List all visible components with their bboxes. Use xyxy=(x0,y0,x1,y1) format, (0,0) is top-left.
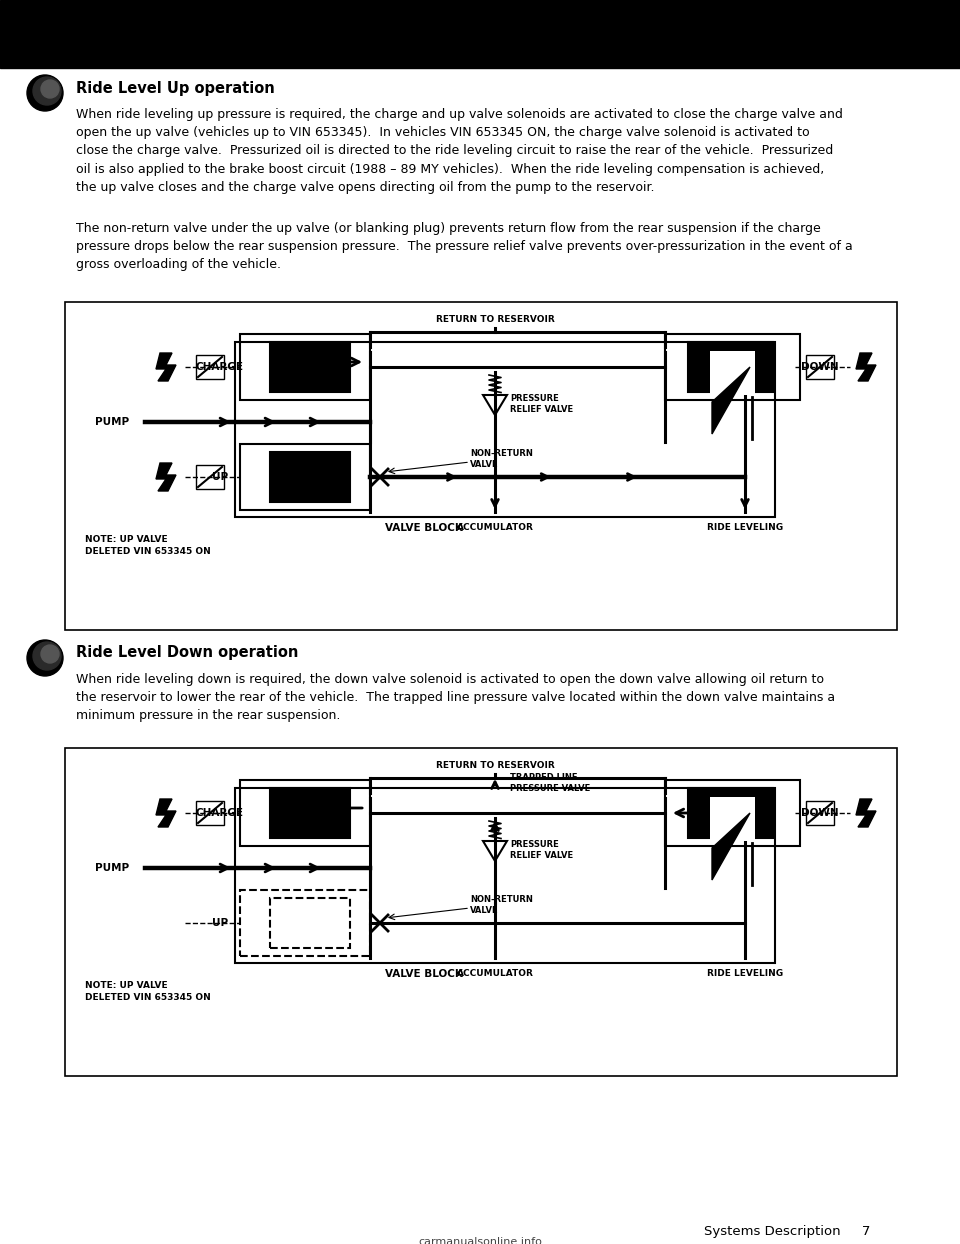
Bar xyxy=(65,748,897,1076)
Text: RIDE LEVELING: RIDE LEVELING xyxy=(707,969,783,978)
Text: VALVE BLOCK: VALVE BLOCK xyxy=(385,522,463,532)
Polygon shape xyxy=(156,463,176,491)
Bar xyxy=(665,780,800,846)
Bar xyxy=(240,889,370,955)
Bar xyxy=(688,787,773,838)
Bar xyxy=(710,797,755,841)
Text: When ride leveling down is required, the down valve solenoid is activated to ope: When ride leveling down is required, the… xyxy=(76,673,835,723)
Text: Systems Description     7: Systems Description 7 xyxy=(704,1225,870,1239)
Polygon shape xyxy=(856,353,876,381)
Bar xyxy=(196,801,224,825)
Text: ACCUMULATOR: ACCUMULATOR xyxy=(457,522,534,532)
Text: NOTE: UP VALVE
DELETED VIN 653345 ON: NOTE: UP VALVE DELETED VIN 653345 ON xyxy=(85,982,211,1001)
Text: NON-RETURN
VALVE: NON-RETURN VALVE xyxy=(470,894,533,916)
Text: DOWN: DOWN xyxy=(802,809,839,819)
Text: FOCUS: FOCUS xyxy=(911,14,935,19)
Bar xyxy=(710,351,755,396)
Text: RETURN TO RESERVOIR: RETURN TO RESERVOIR xyxy=(436,316,554,325)
Text: When ride leveling up pressure is required, the charge and up valve solenoids ar: When ride leveling up pressure is requir… xyxy=(76,108,843,194)
Bar xyxy=(806,355,834,379)
Bar xyxy=(270,452,350,503)
Polygon shape xyxy=(156,799,176,827)
Bar xyxy=(196,465,224,489)
Bar xyxy=(270,898,350,948)
Text: ACCUMULATOR: ACCUMULATOR xyxy=(457,969,534,978)
Text: UP: UP xyxy=(212,918,228,928)
Text: CHARGE: CHARGE xyxy=(196,809,244,819)
Text: CHARGE: CHARGE xyxy=(196,362,244,372)
Bar xyxy=(688,342,773,392)
Circle shape xyxy=(41,80,59,98)
Circle shape xyxy=(41,644,59,663)
Circle shape xyxy=(27,639,63,675)
Bar xyxy=(235,342,775,518)
Text: RIDE LEVELING: RIDE LEVELING xyxy=(707,522,783,532)
Polygon shape xyxy=(856,799,876,827)
Bar xyxy=(240,333,370,401)
Text: PUMP: PUMP xyxy=(95,863,130,873)
Text: NON-RETURN
VALVE: NON-RETURN VALVE xyxy=(470,449,533,469)
Bar xyxy=(196,355,224,379)
Text: RETURN TO RESERVOIR: RETURN TO RESERVOIR xyxy=(436,761,554,770)
Bar xyxy=(806,801,834,825)
Bar xyxy=(240,444,370,510)
Bar xyxy=(270,787,350,838)
Polygon shape xyxy=(712,814,750,880)
Bar xyxy=(235,787,775,963)
Text: TRAPPED LINE
PRESSURE VALVE: TRAPPED LINE PRESSURE VALVE xyxy=(510,773,590,794)
Text: carmanualsonline.info: carmanualsonline.info xyxy=(418,1237,542,1244)
Circle shape xyxy=(33,642,61,671)
Bar xyxy=(270,342,350,392)
Polygon shape xyxy=(712,367,750,434)
Bar xyxy=(240,780,370,846)
Text: Ride Level Up operation: Ride Level Up operation xyxy=(76,81,275,96)
Text: PUMP: PUMP xyxy=(95,417,130,427)
Text: NOTE: UP VALVE
DELETED VIN 653345 ON: NOTE: UP VALVE DELETED VIN 653345 ON xyxy=(85,535,211,556)
Text: The non-return valve under the up valve (or blanking plug) prevents return flow : The non-return valve under the up valve … xyxy=(76,221,852,271)
Text: UP: UP xyxy=(212,471,228,481)
Text: DOWN: DOWN xyxy=(802,362,839,372)
Text: Ride Level Down operation: Ride Level Down operation xyxy=(76,646,299,661)
Circle shape xyxy=(33,77,61,104)
Bar xyxy=(65,302,897,629)
Polygon shape xyxy=(156,353,176,381)
Bar xyxy=(0,0,960,68)
Text: VALVE BLOCK: VALVE BLOCK xyxy=(385,969,463,979)
Text: PRESSURE
RELIEF VALVE: PRESSURE RELIEF VALVE xyxy=(510,394,573,414)
Bar xyxy=(665,333,800,401)
Circle shape xyxy=(27,75,63,111)
Text: PRESSURE
RELIEF VALVE: PRESSURE RELIEF VALVE xyxy=(510,840,573,860)
